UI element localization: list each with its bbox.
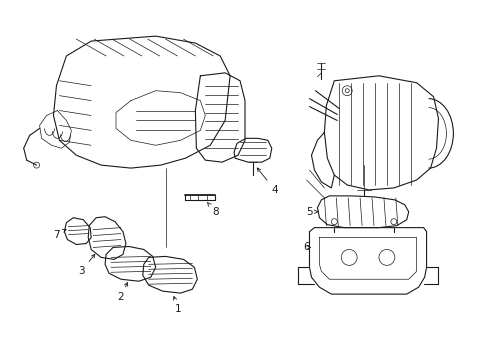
Text: 1: 1 (173, 297, 182, 314)
Text: 5: 5 (305, 207, 318, 217)
Text: 3: 3 (78, 255, 95, 276)
Text: 2: 2 (118, 283, 127, 302)
Text: 7: 7 (53, 229, 66, 239)
Text: 6: 6 (303, 243, 310, 252)
Text: 4: 4 (257, 168, 278, 195)
Text: 8: 8 (207, 202, 218, 217)
